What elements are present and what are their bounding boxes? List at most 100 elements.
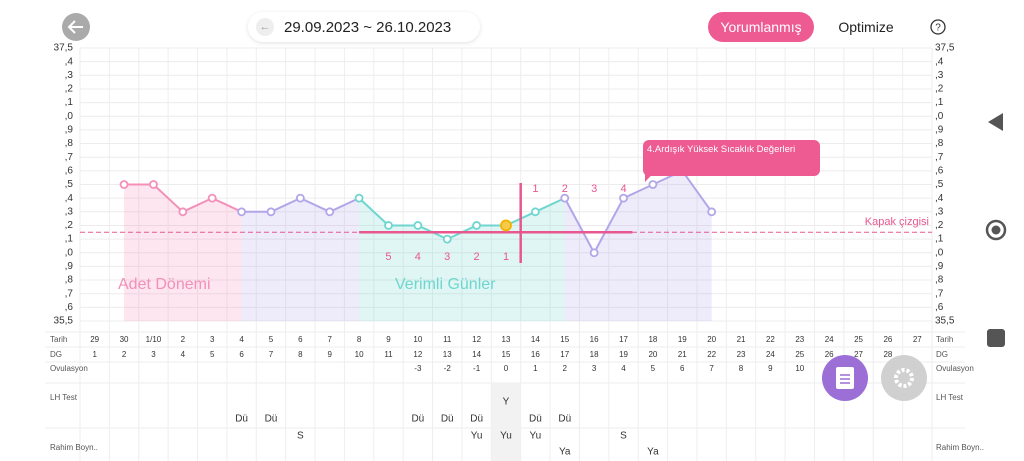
lh-row-label-right: LH Test: [936, 393, 964, 402]
settings-icon: [894, 368, 914, 388]
dg-value: 15: [502, 350, 511, 359]
count-before: 2: [474, 251, 480, 263]
date-label: 6: [298, 335, 303, 344]
count-after: 1: [532, 183, 538, 195]
lh-bottom: Dü: [411, 414, 424, 425]
data-point: [619, 193, 628, 203]
cervix-bottom: Ya: [559, 447, 571, 458]
line-segment: [534, 197, 566, 213]
y-tick-label: ,8: [65, 138, 74, 149]
callout: 4.Ardışık Yüksek Sıcaklık Değerleri: [643, 140, 820, 176]
dg-value: 6: [239, 350, 244, 359]
y-tick-label: ,8: [65, 275, 74, 286]
dg-value: 27: [854, 350, 863, 359]
line-segment: [152, 183, 184, 213]
lh-row-label: LH Test: [50, 393, 78, 402]
cervix-row-label: Rahim Boyn..: [50, 443, 98, 452]
line-segment: [329, 197, 360, 213]
phase-area: [241, 198, 360, 321]
data-point: [560, 193, 570, 203]
dg-value: 28: [883, 350, 892, 359]
date-label: 10: [413, 335, 422, 344]
notes-lines: [840, 374, 850, 384]
data-point: [178, 207, 188, 217]
cover-line-label: Kapak çizgisi: [865, 216, 929, 228]
y-tick-label-right: ,6: [935, 302, 944, 313]
y-tick-label-right: ,4: [935, 56, 944, 67]
date-label: 11: [443, 335, 452, 344]
data-point: [237, 207, 246, 217]
ovulation-value: 9: [768, 364, 773, 373]
line-segment: [299, 197, 331, 213]
tab-interpreted[interactable]: Yorumlanmış: [708, 12, 814, 42]
y-tick-label-right: 37,5: [935, 43, 955, 54]
y-tick-label-right: ,5: [935, 179, 944, 190]
date-label: 1/10: [146, 335, 162, 344]
date-row-label: Tarih: [50, 335, 67, 344]
dg-value: 24: [766, 350, 775, 359]
data-point: [707, 207, 717, 217]
lh-bottom: Dü: [235, 414, 248, 425]
nav-recent[interactable]: [987, 329, 1005, 347]
y-tick-label: ,7: [65, 152, 74, 163]
y-tick-label: ,1: [65, 97, 74, 108]
lh-bottom: Dü: [441, 414, 454, 425]
y-tick-label: ,3: [65, 206, 74, 217]
y-tick-label-right: ,0: [935, 111, 944, 122]
y-tick-label-right: ,1: [935, 234, 944, 245]
nav-home-dot: [991, 225, 1001, 235]
lh-bottom: Dü: [529, 414, 542, 425]
y-tick-label-right: ,3: [935, 70, 944, 81]
lh-bottom: Dü: [265, 414, 278, 425]
phase-area: [564, 170, 712, 321]
nav-home[interactable]: [985, 219, 1007, 241]
dg-value: 20: [648, 350, 657, 359]
nav-back[interactable]: [988, 113, 1003, 131]
date-label: 14: [531, 335, 540, 344]
dg-value: 12: [413, 350, 422, 359]
y-tick-label-right: ,8: [935, 138, 944, 149]
count-after: 4: [620, 183, 626, 195]
settings-button[interactable]: [881, 355, 927, 401]
ovulation-row-label-right: Ovulasyon: [936, 364, 974, 373]
y-tick-label-right: ,7: [935, 152, 944, 163]
chart: 37,5 37,5,4,4,3,3,2,2,1,1,0,0,9,9,8,8,7,7…: [45, 43, 984, 461]
phase-area: [359, 198, 565, 321]
date-label: 2: [181, 335, 186, 344]
date-range[interactable]: ← 29.09.2023 ~ 26.10.2023: [248, 12, 480, 42]
line-segment: [563, 197, 596, 254]
dg-value: 13: [443, 350, 452, 359]
y-tick-label: ,2: [65, 220, 74, 231]
data-point: [530, 207, 540, 217]
cervix-bottom: Ya: [647, 447, 659, 458]
help-button[interactable]: [930, 19, 946, 35]
y-tick-label-right: ,7: [935, 288, 944, 299]
tab-optimize[interactable]: Optimize: [838, 19, 894, 35]
dg-value: 16: [531, 350, 540, 359]
date-label: 9: [386, 335, 391, 344]
ovulation-value: 10: [795, 364, 804, 373]
dg-value: 14: [472, 350, 481, 359]
y-tick-label: ,7: [65, 288, 74, 299]
date-label: 24: [825, 335, 834, 344]
cervix-top: Yu: [530, 431, 542, 442]
data-point: [295, 193, 305, 203]
date-back[interactable]: ←: [256, 18, 274, 36]
y-tick-label-right: ,2: [935, 84, 944, 95]
y-tick-label: ,0: [65, 111, 74, 122]
count-before: 1: [503, 251, 509, 263]
data-point: [354, 193, 364, 203]
ovulation-value: 2: [563, 364, 568, 373]
y-tick-label: ,1: [65, 234, 74, 245]
data-point: [648, 180, 658, 189]
date-label: 13: [502, 335, 511, 344]
date-range-text: 29.09.2023 ~ 26.10.2023: [284, 18, 452, 36]
data-point: [413, 221, 423, 230]
date-label: 21: [737, 335, 746, 344]
cervix-row-label-right: Rahim Boyn..: [936, 443, 984, 452]
y-tick-label-right: ,4: [935, 193, 944, 204]
y-tick-label: 35,5: [54, 316, 74, 327]
date-label: 3: [210, 335, 215, 344]
date-label: 18: [648, 335, 657, 344]
